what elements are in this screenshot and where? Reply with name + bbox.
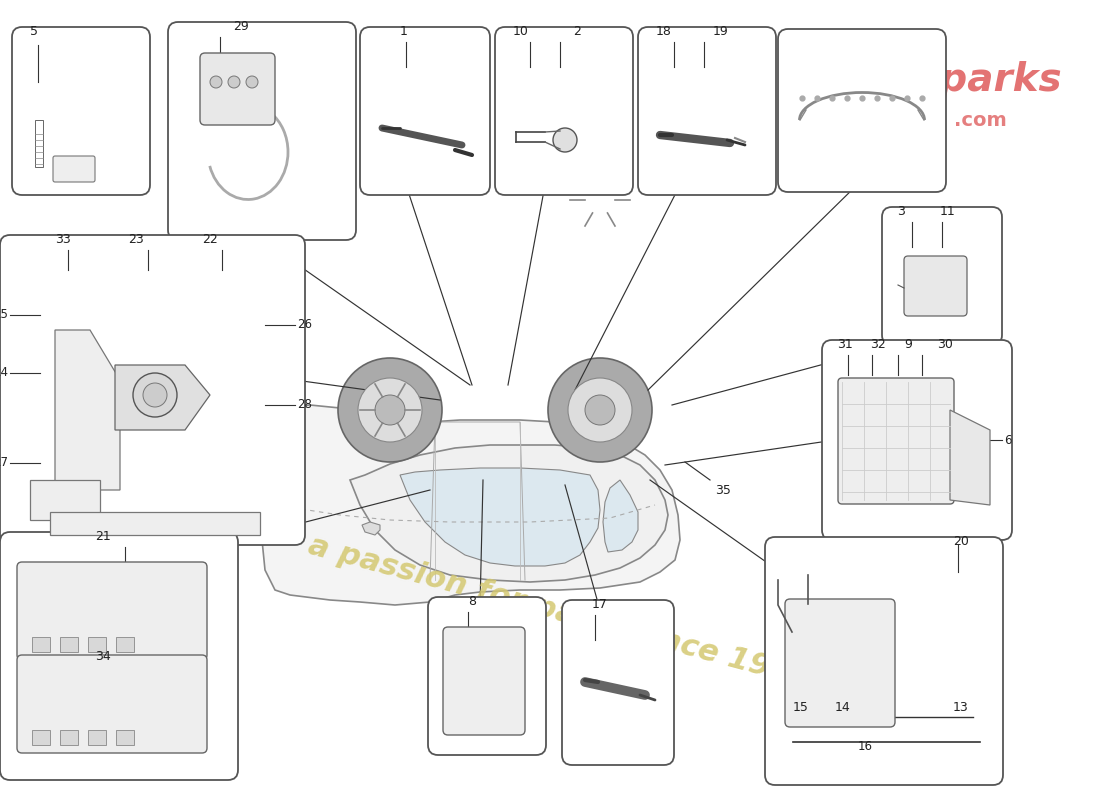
Text: 34: 34 xyxy=(95,650,111,663)
Text: a passion for parts since 1985: a passion for parts since 1985 xyxy=(306,530,815,694)
Text: 1: 1 xyxy=(400,25,408,38)
Text: 14: 14 xyxy=(835,701,850,714)
Circle shape xyxy=(210,76,222,88)
Circle shape xyxy=(548,358,652,462)
Text: 20: 20 xyxy=(953,535,969,548)
Text: 15: 15 xyxy=(793,701,808,714)
Circle shape xyxy=(553,128,578,152)
Circle shape xyxy=(375,395,405,425)
Text: 22: 22 xyxy=(202,233,218,246)
Text: 25: 25 xyxy=(0,309,8,322)
FancyBboxPatch shape xyxy=(16,655,207,753)
FancyBboxPatch shape xyxy=(428,597,546,755)
Text: 31: 31 xyxy=(837,338,852,351)
FancyBboxPatch shape xyxy=(638,27,776,195)
FancyBboxPatch shape xyxy=(495,27,632,195)
FancyBboxPatch shape xyxy=(0,235,305,545)
FancyBboxPatch shape xyxy=(838,378,954,504)
Text: 21: 21 xyxy=(95,530,111,543)
Bar xyxy=(116,730,134,745)
FancyBboxPatch shape xyxy=(778,29,946,192)
FancyBboxPatch shape xyxy=(200,53,275,125)
FancyBboxPatch shape xyxy=(882,207,1002,345)
Text: 6: 6 xyxy=(1004,434,1012,446)
Bar xyxy=(32,730,50,745)
Text: 2: 2 xyxy=(573,25,581,38)
Bar xyxy=(116,637,134,652)
Polygon shape xyxy=(603,480,638,552)
Text: 10: 10 xyxy=(513,25,529,38)
Text: .com: .com xyxy=(954,110,1007,130)
Text: 18: 18 xyxy=(656,25,672,38)
FancyBboxPatch shape xyxy=(443,627,525,735)
FancyBboxPatch shape xyxy=(562,600,674,765)
Circle shape xyxy=(358,378,422,442)
FancyBboxPatch shape xyxy=(822,340,1012,540)
Text: 26: 26 xyxy=(297,318,312,331)
FancyBboxPatch shape xyxy=(360,27,490,195)
Polygon shape xyxy=(55,330,120,490)
Circle shape xyxy=(228,76,240,88)
Bar xyxy=(60,730,78,745)
FancyBboxPatch shape xyxy=(12,27,150,195)
Polygon shape xyxy=(950,410,990,505)
Text: 32: 32 xyxy=(870,338,886,351)
FancyBboxPatch shape xyxy=(168,22,356,240)
Circle shape xyxy=(133,373,177,417)
Text: 29: 29 xyxy=(233,20,249,33)
Text: autosparks: autosparks xyxy=(817,61,1063,99)
Polygon shape xyxy=(270,485,288,540)
Polygon shape xyxy=(350,445,668,582)
Text: 28: 28 xyxy=(297,398,312,411)
Polygon shape xyxy=(116,365,210,430)
Text: 19: 19 xyxy=(713,25,728,38)
Circle shape xyxy=(246,76,258,88)
Circle shape xyxy=(585,395,615,425)
Polygon shape xyxy=(30,480,100,520)
Polygon shape xyxy=(260,405,680,605)
Bar xyxy=(88,637,106,652)
Polygon shape xyxy=(400,468,600,566)
FancyBboxPatch shape xyxy=(53,156,95,182)
Bar xyxy=(88,730,106,745)
Text: 35: 35 xyxy=(715,483,730,497)
FancyBboxPatch shape xyxy=(904,256,967,316)
FancyBboxPatch shape xyxy=(16,562,207,660)
Bar xyxy=(32,637,50,652)
Polygon shape xyxy=(272,465,290,485)
Text: 9: 9 xyxy=(904,338,912,351)
FancyBboxPatch shape xyxy=(0,532,238,780)
FancyBboxPatch shape xyxy=(764,537,1003,785)
Text: 5: 5 xyxy=(30,25,38,38)
Circle shape xyxy=(568,378,632,442)
Text: 17: 17 xyxy=(592,598,608,611)
FancyBboxPatch shape xyxy=(785,599,895,727)
Text: 23: 23 xyxy=(128,233,144,246)
Text: 16: 16 xyxy=(858,740,872,753)
Text: 3: 3 xyxy=(896,205,905,218)
Polygon shape xyxy=(362,522,380,535)
Text: 33: 33 xyxy=(55,233,70,246)
Text: 30: 30 xyxy=(937,338,953,351)
Polygon shape xyxy=(50,512,260,535)
Text: 13: 13 xyxy=(953,701,969,714)
Text: 11: 11 xyxy=(940,205,956,218)
Circle shape xyxy=(143,383,167,407)
Circle shape xyxy=(338,358,442,462)
Bar xyxy=(60,637,78,652)
Text: 24: 24 xyxy=(0,366,8,379)
Text: 27: 27 xyxy=(0,457,8,470)
Text: 8: 8 xyxy=(468,595,476,608)
